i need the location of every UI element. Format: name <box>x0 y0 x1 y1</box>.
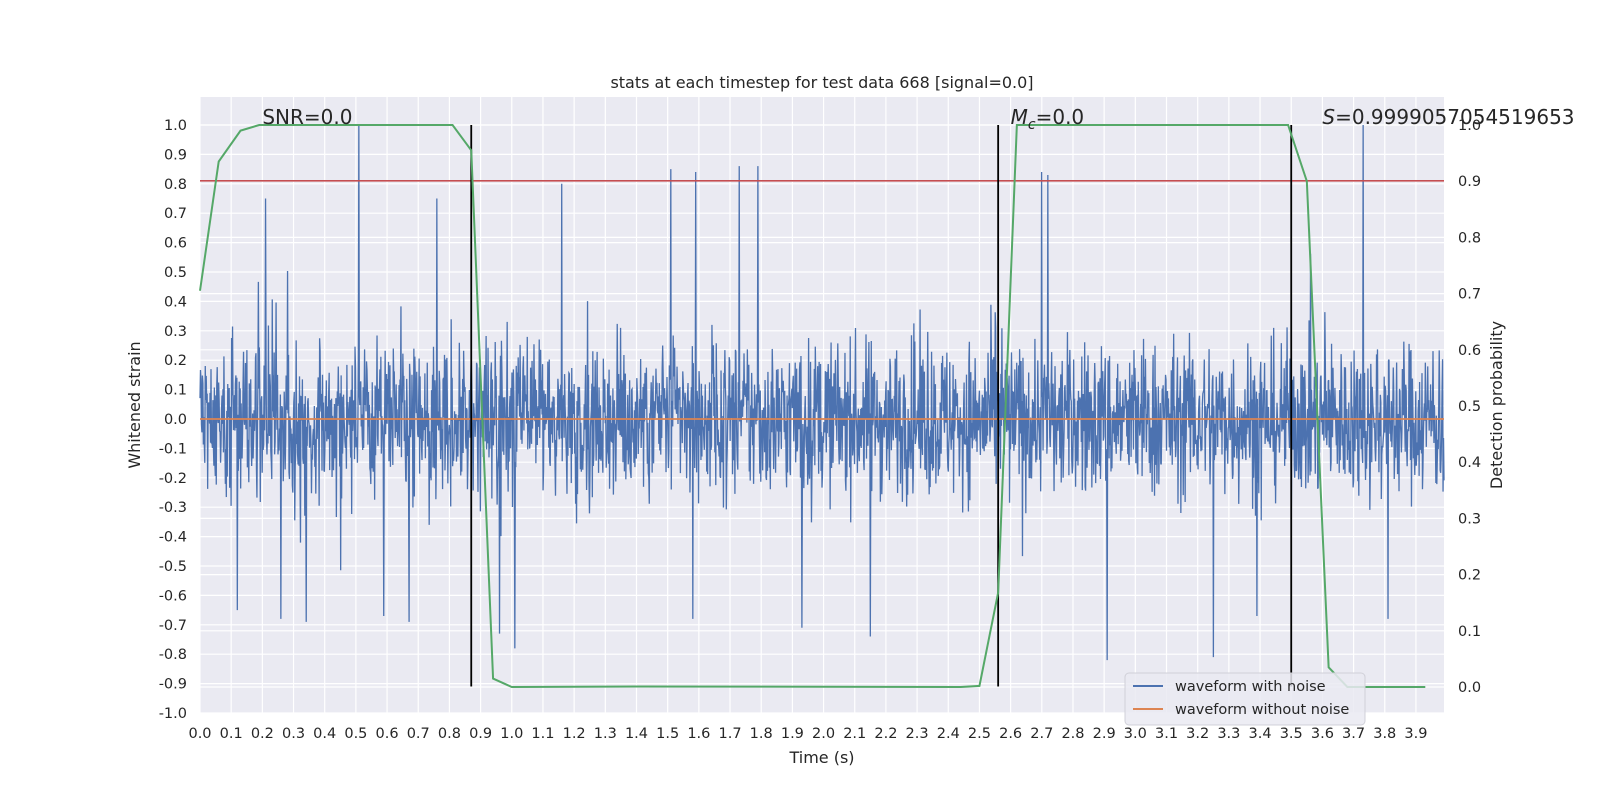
y-tick-label: -0.8 <box>159 647 187 663</box>
y2-tick-label: 0.7 <box>1458 287 1481 303</box>
x-tick-label: 2.9 <box>1093 726 1116 742</box>
annotations: SNR=0.0 Mc=0.0 S=0.9999057054519653 <box>262 105 1574 133</box>
y-tick-labels: 1.0 0.9 0.8 0.7 0.6 0.5 0.4 0.3 0.2 0.1 0.0 -0.1 -0.… <box>159 118 187 722</box>
x-axis-label: Time (s) <box>788 748 854 767</box>
x-tick-label: 2.4 <box>937 726 960 742</box>
y2-axis-label: Detection probability <box>1487 321 1506 489</box>
chirp-mass-annotation: Mc=0.0 <box>1011 105 1085 133</box>
y2-tick-label: 0.0 <box>1458 680 1481 696</box>
x-tick-label: 2.8 <box>1061 726 1084 742</box>
plot-area <box>199 124 1445 689</box>
y-tick-label: -0.2 <box>159 471 187 487</box>
y-tick-label: 1.0 <box>164 118 187 134</box>
legend: waveform with noise waveform without nois… <box>1124 672 1366 726</box>
y2-tick-label: 0.2 <box>1458 568 1481 584</box>
score-annotation: S=0.9999057054519653 <box>1322 105 1574 129</box>
x-tick-label: 2.1 <box>843 726 866 742</box>
x-tick-label: 2.7 <box>1030 726 1053 742</box>
x-tick-label: 1.2 <box>563 726 586 742</box>
x-tick-labels: 0.0 0.1 0.2 0.3 0.4 0.5 0.6 0.7 0.8 0.9 1.0 1.1 1.2 1… <box>188 726 1427 742</box>
legend-box <box>1124 672 1366 726</box>
snr-annotation: SNR=0.0 <box>262 105 352 129</box>
x-tick-label: 1.3 <box>594 726 617 742</box>
x-tick-label: 3.5 <box>1280 726 1303 742</box>
y-tick-label: -0.7 <box>159 618 187 634</box>
y-tick-label: 0.9 <box>164 147 187 163</box>
y-tick-label: -1.0 <box>159 706 187 722</box>
x-tick-label: 1.4 <box>625 726 648 742</box>
y-tick-label: 0.3 <box>164 324 187 340</box>
x-tick-label: 1.5 <box>656 726 679 742</box>
y2-tick-labels: 1.0 0.9 0.8 0.7 0.6 0.5 0.4 0.3 0.2 0.1 0.0 <box>1458 118 1481 696</box>
y-tick-label: 0.1 <box>164 383 187 399</box>
x-tick-label: 2.5 <box>968 726 991 742</box>
x-tick-label: 1.1 <box>531 726 554 742</box>
x-tick-label: 1.6 <box>687 726 710 742</box>
y-tick-label: -0.5 <box>159 559 187 575</box>
x-tick-label: 0.0 <box>188 726 211 742</box>
y-tick-label: 0.0 <box>164 412 187 428</box>
y-tick-label: -0.3 <box>159 500 187 516</box>
x-tick-label: 3.6 <box>1311 726 1334 742</box>
legend-label: waveform without noise <box>1175 702 1349 718</box>
y2-tick-label: 0.9 <box>1458 174 1481 190</box>
x-tick-label: 0.6 <box>376 726 399 742</box>
x-tick-label: 0.9 <box>469 726 492 742</box>
series-detection-probability <box>199 124 1426 689</box>
x-tick-label: 2.3 <box>906 726 929 742</box>
x-tick-label: 0.4 <box>313 726 336 742</box>
y2-tick-label: 0.5 <box>1458 399 1481 415</box>
x-tick-label: 3.1 <box>1155 726 1178 742</box>
chart-title: stats at each timestep for test data 668… <box>610 73 1033 92</box>
x-tick-label: 0.8 <box>438 726 461 742</box>
x-tick-label: 3.9 <box>1404 726 1427 742</box>
x-tick-label: 3.3 <box>1217 726 1240 742</box>
y-tick-label: 0.5 <box>164 265 187 281</box>
y-tick-label: 0.2 <box>164 353 187 369</box>
x-tick-label: 0.3 <box>282 726 305 742</box>
legend-label: waveform with noise <box>1175 679 1326 695</box>
y-tick-label: -0.4 <box>159 530 187 546</box>
x-tick-label: 1.8 <box>750 726 773 742</box>
x-tick-label: 3.4 <box>1249 726 1272 742</box>
y-tick-label: -0.6 <box>159 588 187 604</box>
x-tick-label: 3.8 <box>1373 726 1396 742</box>
y-tick-label: -0.1 <box>159 441 187 457</box>
y2-tick-label: 0.1 <box>1458 624 1481 640</box>
y-tick-label: 0.7 <box>164 206 187 222</box>
x-tick-label: 0.5 <box>344 726 367 742</box>
x-tick-label: 0.7 <box>407 726 430 742</box>
x-tick-label: 0.2 <box>251 726 274 742</box>
y-tick-label: -0.9 <box>159 677 187 693</box>
x-tick-label: 1.9 <box>781 726 804 742</box>
x-tick-label: 2.2 <box>874 726 897 742</box>
y-tick-label: 0.4 <box>164 294 187 310</box>
y-tick-label: 0.8 <box>164 177 187 193</box>
x-tick-label: 1.7 <box>718 726 741 742</box>
x-tick-label: 3.2 <box>1186 726 1209 742</box>
x-tick-label: 3.7 <box>1342 726 1365 742</box>
y2-tick-label: 0.6 <box>1458 343 1481 359</box>
x-tick-label: 2.0 <box>812 726 835 742</box>
x-tick-label: 1.0 <box>500 726 523 742</box>
x-tick-label: 2.6 <box>999 726 1022 742</box>
y-tick-label: 0.6 <box>164 236 187 252</box>
y2-tick-label: 0.8 <box>1458 230 1481 246</box>
y2-tick-label: 0.3 <box>1458 511 1481 527</box>
series-waveform-with-noise <box>199 124 1445 661</box>
y2-tick-label: 1.0 <box>1458 118 1481 134</box>
x-tick-label: 3.0 <box>1124 726 1147 742</box>
y-axis-label: Whitened strain <box>125 341 144 468</box>
x-tick-label: 0.1 <box>220 726 243 742</box>
y2-tick-label: 0.4 <box>1458 455 1481 471</box>
